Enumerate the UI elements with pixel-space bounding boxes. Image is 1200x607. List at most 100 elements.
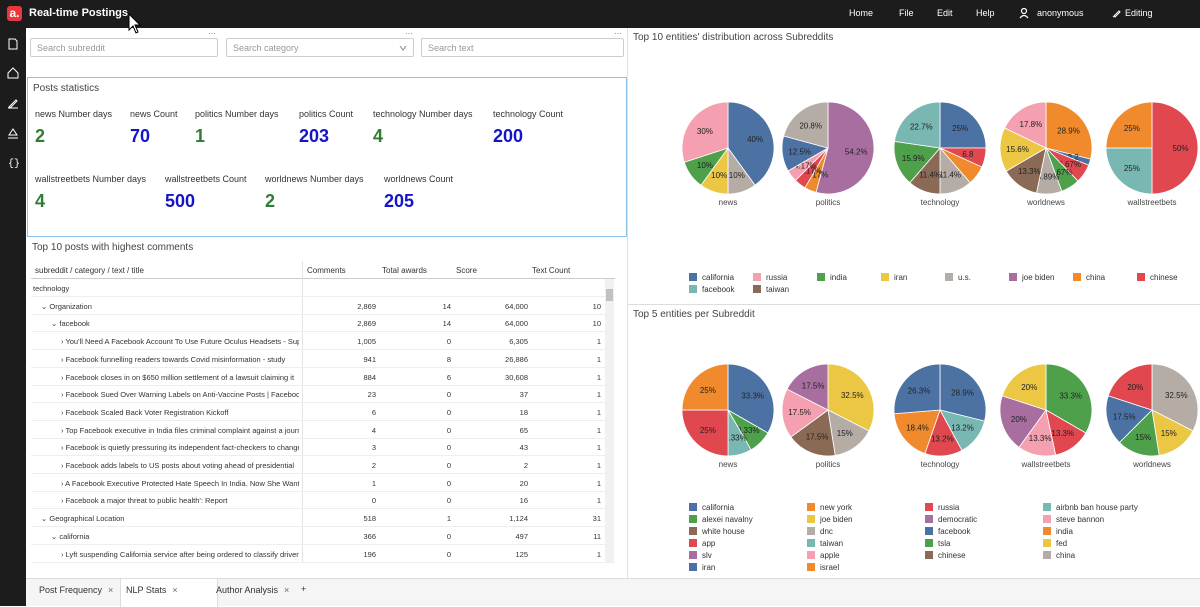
pie-slice[interactable] (893, 363, 941, 415)
pie-slice[interactable] (1151, 101, 1199, 195)
legend-item[interactable]: steve bannon (1043, 515, 1104, 524)
legend-item[interactable]: airbnb ban house party (1043, 503, 1138, 512)
table-row[interactable]: › Facebook closes in on $650 million set… (31, 368, 615, 386)
pie-slice[interactable] (727, 363, 775, 434)
legend-item[interactable]: california (689, 273, 734, 282)
tab-author-analysis[interactable]: Author Analysis × (216, 585, 290, 595)
legend-item[interactable]: chinese (925, 551, 966, 560)
pie-slice[interactable] (1151, 363, 1199, 432)
table-row[interactable]: › Facebook Scaled Back Voter Registratio… (31, 403, 615, 421)
pie-slice[interactable] (786, 363, 829, 411)
search-category-select[interactable]: Search category (226, 38, 414, 57)
more-icon[interactable]: ··· (405, 29, 413, 38)
edit-icon[interactable] (7, 97, 19, 109)
pie-slice[interactable] (1105, 395, 1153, 444)
legend-item[interactable]: iran (881, 273, 907, 282)
column-header[interactable]: Total awards (382, 266, 427, 275)
table-row[interactable]: › Facebook funnelling readers towards Co… (31, 350, 615, 368)
table-row[interactable]: › Top Facebook executive in India files … (31, 421, 615, 439)
table-row[interactable]: › Lyft suspending California service aft… (31, 545, 615, 563)
legend-item[interactable]: fed (1043, 539, 1067, 548)
column-header[interactable]: Score (456, 266, 477, 275)
table-row[interactable]: ⌄ california 366 0 497 11 (31, 527, 615, 545)
code-icon[interactable]: {} (7, 156, 19, 168)
table-scrollbar[interactable] (605, 279, 614, 563)
pie-slice[interactable] (681, 409, 729, 457)
table-row[interactable]: technology (31, 279, 615, 297)
pie-slice[interactable] (939, 363, 987, 422)
legend-item[interactable]: joe biden (807, 515, 852, 524)
legend-item[interactable]: iran (689, 563, 715, 572)
table-row[interactable]: ⌄ Geographical Location 518 1 1,124 31 (31, 509, 615, 528)
legend-item[interactable]: russia (925, 503, 959, 512)
user-name[interactable]: anonymous (1037, 8, 1084, 18)
pie-slice[interactable] (1001, 363, 1047, 411)
legend-item[interactable]: india (817, 273, 847, 282)
pie-slice[interactable] (1004, 101, 1047, 149)
pie-slice[interactable] (827, 363, 875, 432)
legend-item[interactable]: russia (753, 273, 787, 282)
table-row[interactable]: › Facebook adds labels to US posts about… (31, 456, 615, 474)
legend-item[interactable]: tsla (925, 539, 950, 548)
pie-slice[interactable] (893, 409, 941, 454)
pie-slice[interactable] (781, 388, 829, 438)
legend-item[interactable]: facebook (689, 285, 734, 294)
pie-slice[interactable] (790, 409, 836, 457)
pie-slice[interactable] (1045, 101, 1093, 160)
editing-toggle[interactable]: Editing (1125, 8, 1153, 18)
legend-item[interactable]: white house (689, 527, 745, 536)
pie-slice[interactable] (1105, 101, 1153, 149)
legend-item[interactable]: facebook (925, 527, 970, 536)
pie-slice[interactable] (1045, 363, 1093, 434)
legend-item[interactable]: apple (807, 551, 840, 560)
pie-slice[interactable] (999, 395, 1047, 448)
pie-slice[interactable] (1107, 363, 1153, 411)
legend-item[interactable]: slv (689, 551, 712, 560)
table-row[interactable]: › Facebook Sued Over Warning Labels on A… (31, 385, 615, 404)
close-icon[interactable]: × (172, 585, 178, 595)
tab-post-frequency[interactable]: Post Frequency × (39, 585, 114, 595)
table-row[interactable]: ⌄ facebook 2,869 14 64,000 10 (31, 314, 615, 333)
legend-item[interactable]: democratic (925, 515, 977, 524)
pie-slice[interactable] (727, 101, 775, 186)
table-row[interactable]: ⌄ Organization 2,869 14 64,000 10 (31, 297, 615, 315)
nav-edit[interactable]: Edit (937, 8, 953, 18)
nav-home[interactable]: Home (849, 8, 874, 18)
scrollbar-thumb[interactable] (606, 289, 613, 301)
table-row[interactable]: › Facebook a major threat to public heal… (31, 491, 615, 510)
close-icon[interactable]: × (108, 585, 114, 595)
legend-item[interactable]: taiwan (807, 539, 843, 548)
legend-item[interactable]: china (1043, 551, 1075, 560)
pie-slice[interactable] (783, 101, 829, 149)
legend-item[interactable]: israel (807, 563, 839, 572)
legend-item[interactable]: new york (807, 503, 852, 512)
tab-nlp-stats[interactable]: NLP Stats × (126, 585, 178, 595)
pie-slice[interactable] (681, 363, 729, 411)
legend-item[interactable]: china (1073, 273, 1105, 282)
pie-slice[interactable] (893, 140, 941, 184)
format-icon[interactable] (7, 127, 19, 139)
document-icon[interactable] (7, 38, 19, 50)
nav-file[interactable]: File (899, 8, 914, 18)
legend-item[interactable]: u.s. (945, 273, 971, 282)
table-row[interactable]: › A Facebook Executive Protected Hate Sp… (31, 474, 615, 492)
legend-item[interactable]: app (689, 539, 715, 548)
column-header[interactable]: Comments (307, 266, 346, 275)
table-row[interactable]: › Facebook is quietly pressuring its ind… (31, 438, 615, 457)
column-header[interactable]: subreddit / category / text / title (35, 266, 144, 275)
legend-item[interactable]: alexei navalny (689, 515, 753, 524)
pie-slice[interactable] (681, 101, 729, 163)
legend-item[interactable]: california (689, 503, 734, 512)
legend-item[interactable]: taiwan (753, 285, 789, 294)
search-subreddit-input[interactable]: Search subreddit (30, 38, 218, 57)
legend-item[interactable]: chinese (1137, 273, 1178, 282)
pie-slice[interactable] (939, 101, 987, 149)
legend-item[interactable]: dnc (807, 527, 833, 536)
add-tab-button[interactable]: + (301, 584, 307, 594)
nav-help[interactable]: Help (976, 8, 995, 18)
pie-slice[interactable] (815, 101, 875, 195)
table-row[interactable]: › You'll Need A Facebook Account To Use … (31, 332, 615, 351)
pie-slice[interactable] (1105, 147, 1153, 195)
more-icon[interactable]: ··· (614, 29, 622, 38)
legend-item[interactable]: joe biden (1009, 273, 1054, 282)
